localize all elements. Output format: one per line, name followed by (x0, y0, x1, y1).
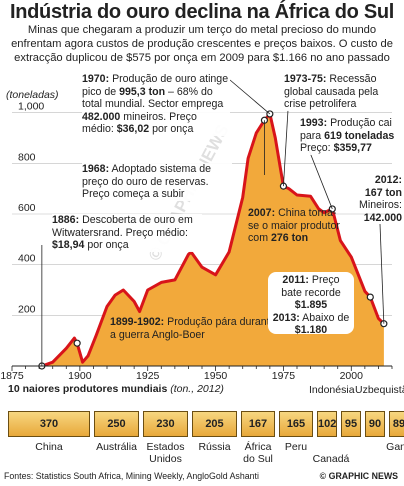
annotation-1993: 1993: Produção cai para 619 toneladas Pr… (300, 117, 400, 155)
annotation-1968: 1968: Adoptado sistema de preço do ouro … (82, 163, 232, 201)
producer-label: Estados Unidos (146, 441, 185, 465)
producer-label: Peru (284, 441, 308, 453)
producer-label: Uzbequistão (355, 384, 404, 396)
producer-label: Austrália (96, 441, 137, 453)
chart-subtitle: Minas que chegaram a produzir um terço d… (11, 24, 393, 64)
event-marker (73, 339, 81, 347)
producer-label: China (35, 441, 63, 453)
annotation-1970: 1970: Produção de ouro atinge pico de 99… (82, 73, 230, 136)
leader-line (229, 79, 271, 115)
producer-bar: 205 (192, 411, 237, 437)
y-tick-label: 1,000 (18, 101, 44, 113)
producer-bar: 102 (317, 411, 337, 437)
credit: © GRAPHIC NEWS (319, 471, 398, 481)
y-tick-label: 600 (18, 202, 36, 214)
producer-bar: 370 (8, 411, 90, 437)
producer-bar: 167 (241, 411, 275, 437)
annotation-1886: 1886: Descoberta de ouro em Witwatersran… (52, 214, 202, 252)
y-axis-label: (toneladas) (6, 89, 59, 101)
producer-label: África do Sul (243, 441, 273, 465)
producer-bar: 89 (389, 411, 404, 437)
leader-line (379, 223, 385, 324)
source-note: Fontes: Statistics South Africa, Mining … (4, 471, 259, 481)
x-axis-ticks: 1875 1900 1925 1950 1975 2000 (0, 366, 393, 382)
annotation-2011: 2011: Preço bate recorde $1.895 2013: Ab… (268, 272, 354, 336)
producer-label: Rússia (198, 441, 231, 453)
chart-title: Indústria do ouro declina na África do S… (9, 1, 395, 23)
annotation-1973: 1973-75: Recessão global causada pela cr… (284, 73, 400, 111)
producer-label: Canadá (312, 453, 350, 465)
producer-label: Gana (386, 441, 404, 453)
x-tick-label: 1900 (68, 370, 92, 382)
y-tick-label: 800 (18, 151, 36, 163)
x-tick-label: 1925 (136, 370, 160, 382)
y-tick-label: 200 (18, 303, 36, 315)
x-tick-label: 1950 (204, 370, 228, 382)
producer-bar: 165 (279, 411, 313, 437)
producer-label: Indonésia (309, 384, 355, 396)
annotation-2007: 2007: China torna-se o maior produtor co… (248, 207, 340, 245)
event-marker (366, 293, 374, 301)
y-tick-label: 400 (18, 253, 36, 265)
producer-bar: 95 (341, 411, 361, 437)
producer-bar: 90 (365, 411, 385, 437)
x-tick-label: 2000 (340, 370, 364, 382)
production-line (41, 112, 385, 368)
x-tick-label: 1875 (0, 370, 24, 382)
annotation-1899: 1899-1902: Produção pára durante a guerr… (110, 316, 276, 341)
producer-bar: 230 (143, 411, 188, 437)
producer-bar: 250 (94, 411, 139, 437)
annotation-2012: 2012: 167 ton Mineiros: 142.000 (359, 174, 402, 224)
leader-line (283, 109, 289, 187)
y-axis-ticks: 200 400 600 800 1,000 (18, 101, 44, 316)
producers-title: 10 naiores produtores mundiais (ton., 20… (8, 383, 224, 395)
event-markers (38, 79, 388, 370)
x-tick-label: 1975 (272, 370, 296, 382)
